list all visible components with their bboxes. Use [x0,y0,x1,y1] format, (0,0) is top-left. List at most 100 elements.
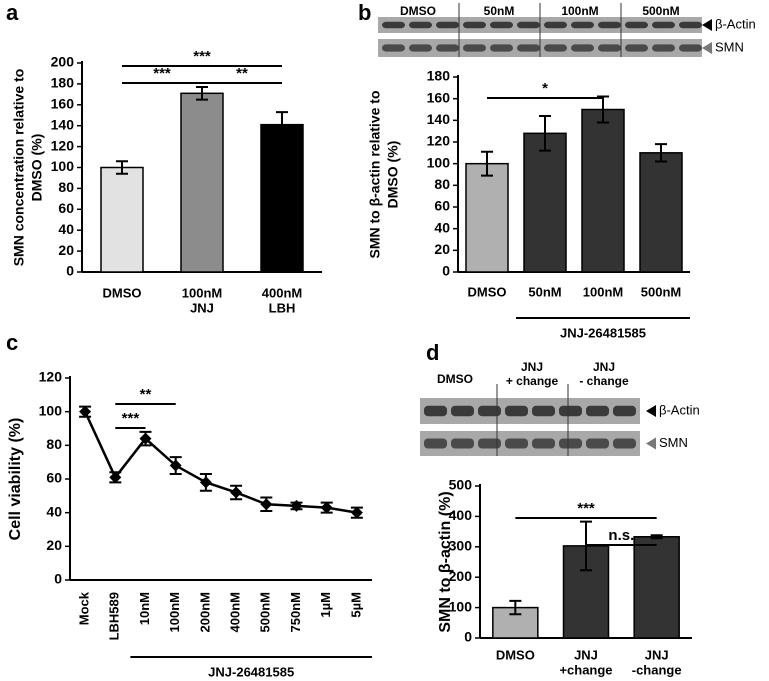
blot-band [424,405,447,417]
blot-band [451,438,474,449]
panel-letter: a [6,0,19,25]
blot-band [652,21,675,29]
point [290,499,303,512]
y-tick-label: 100 [39,402,63,418]
blot-band [571,44,594,52]
bar [180,92,224,273]
x-tick-label: 400nM [262,285,302,300]
y-tick-label: 60 [46,470,62,486]
lane-label: + change [506,374,559,388]
bar [639,152,683,273]
blot-band [571,21,594,29]
error-bar [116,160,128,175]
blot-band [463,21,486,29]
x-tick-label: 1µM [318,592,333,618]
y-tick-label: 40 [46,503,62,519]
lane-label: 500nM [642,4,679,18]
point [230,486,243,499]
blot-band [517,44,540,52]
x-tick-label: 5µM [348,592,363,618]
blot-band [625,21,648,29]
y-axis-label: SMN to β-actin (%) [437,491,454,632]
blot-band [625,44,648,52]
group-label: JNJ-26481585 [560,325,646,340]
y-tick-label: 140 [51,116,75,132]
point [169,459,182,472]
band-label: SMN [715,39,744,54]
x-tick-label: 100nM [583,284,623,299]
bar [633,536,680,639]
point [320,501,333,514]
x-tick-label: 500nM [641,284,681,299]
blot-band [490,21,513,29]
x-tick-label: 400nM [228,592,243,632]
error-bar [276,111,288,139]
group-label: JNJ-26481585 [208,664,294,679]
x-tick-label: 100nM [167,592,182,632]
y-tick-label: 120 [427,133,451,149]
point [79,405,92,418]
band-arrow [646,437,656,450]
y-tick-label: 20 [434,241,450,257]
blot-band [409,21,432,29]
point [260,498,273,511]
band-arrow [702,19,712,31]
bar [260,123,304,273]
point [350,506,363,519]
blot-band [586,438,609,449]
lane-label: JNJ [521,360,543,374]
blot-band [490,44,513,52]
y-tick-label: 400 [449,507,473,523]
blot-band [544,21,567,29]
x-tick-label: JNJ [645,647,669,662]
y-tick-label: 140 [427,111,451,127]
band-label: SMN [659,435,688,450]
y-tick-label: 120 [39,369,63,385]
panel-letter: b [358,0,371,25]
bar [581,108,625,273]
error-bar [509,599,522,616]
blot-band [679,44,702,52]
bar [523,132,567,273]
blot-band [517,21,540,29]
x-tick-label: 50nM [528,284,561,299]
y-tick-label: 100 [449,598,473,614]
x-tick-label: LBH589 [107,592,122,640]
significance-label: *** [577,500,595,517]
y-tick-label: 300 [449,538,473,554]
blot-band [586,405,609,417]
y-tick-label: 180 [427,68,451,84]
blot-band [409,44,432,52]
blot-band [505,405,528,417]
y-tick-label: 0 [54,571,62,587]
x-tick-label: DMSO [496,647,535,662]
blot-band [598,44,621,52]
y-tick-label: 80 [46,436,62,452]
significance-label: ** [140,386,152,403]
y-tick-label: 20 [46,537,62,553]
x-tick-label: -change [632,662,682,677]
blot-band [532,405,555,417]
error-bar [196,86,208,101]
blot-band [559,405,582,417]
significance-label: *** [122,410,140,427]
y-tick-label: 40 [58,221,74,237]
y-axis-label: DMSO (%) [385,141,401,209]
blot-band [478,405,501,417]
error-bar [597,95,609,124]
blot-band [679,21,702,29]
point [109,471,122,484]
y-tick-label: 40 [434,219,450,235]
x-tick-label: JNJ [574,647,598,662]
x-tick-label: DMSO [103,285,142,300]
error-bar [650,534,663,540]
blot-band [451,405,474,417]
line [83,411,358,514]
blot-band [382,21,405,29]
blot-band [613,438,636,449]
x-tick-label: Mock [77,591,92,625]
y-tick-label: 0 [464,629,472,645]
x-tick-label: 750nM [288,592,303,632]
x-tick-label: +change [559,662,612,677]
